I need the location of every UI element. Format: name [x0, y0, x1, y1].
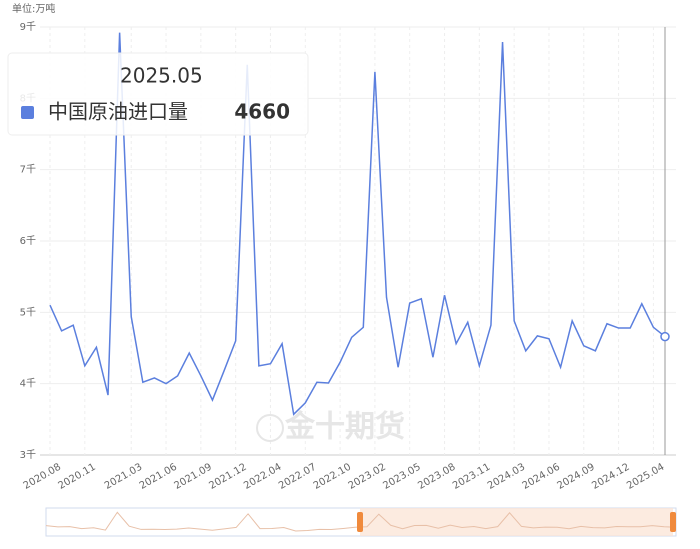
tooltip-value: 4660: [234, 100, 290, 124]
x-tick-label: 2023.08: [416, 462, 457, 492]
x-tick-label: 2021.06: [138, 462, 179, 492]
x-tick-label: 2020.08: [22, 462, 63, 492]
y-tick-label: 6千: [20, 235, 36, 247]
x-tick-label: 2025.04: [625, 462, 666, 492]
x-tick-label: 2022.04: [242, 462, 283, 492]
x-tick-label: 2022.10: [312, 462, 353, 492]
tooltip: 2025.05 中国原油进口量 4660: [7, 52, 309, 136]
tooltip-series-name: 中国原油进口量: [48, 100, 188, 124]
x-tick-label: 2021.09: [173, 462, 214, 492]
y-tick-label: 4千: [20, 378, 36, 390]
watermark-logo: [256, 414, 284, 442]
zoom-handle[interactable]: [357, 512, 363, 532]
x-tick-label: 2024.09: [555, 462, 596, 492]
plot: [49, 27, 670, 455]
tooltip-title: 2025.05: [120, 64, 203, 88]
watermark: 金十期货: [284, 410, 405, 445]
hover-point: [660, 331, 670, 342]
y-axis-label: 单位:万吨: [12, 2, 55, 15]
data-zoom[interactable]: [45, 507, 677, 537]
zoom-handle[interactable]: [670, 512, 676, 532]
tooltip-marker: [21, 106, 34, 119]
x-tick-label: 2024.12: [590, 462, 631, 492]
tooltip-box: [7, 52, 309, 136]
y-tick-label: 3千: [20, 449, 36, 461]
x-tick-label: 2021.03: [103, 462, 144, 492]
x-tick-label: 2023.02: [347, 462, 388, 492]
data-line: [49, 32, 666, 416]
x-tick-label: 2024.03: [486, 462, 527, 492]
y-tick-label: 5千: [20, 306, 36, 318]
x-tick-label: 2024.06: [521, 462, 562, 492]
y-tick-label: 7千: [20, 164, 36, 176]
zoom-selection[interactable]: [360, 508, 673, 536]
x-tick-label: 2022.07: [277, 462, 318, 492]
x-tick-label: 2021.12: [207, 462, 248, 492]
x-tick-label: 2020.11: [56, 462, 97, 492]
x-tick-label: 2023.11: [451, 462, 492, 492]
x-tick-label: 2023.05: [381, 462, 422, 492]
y-tick-label: 9千: [20, 21, 36, 33]
